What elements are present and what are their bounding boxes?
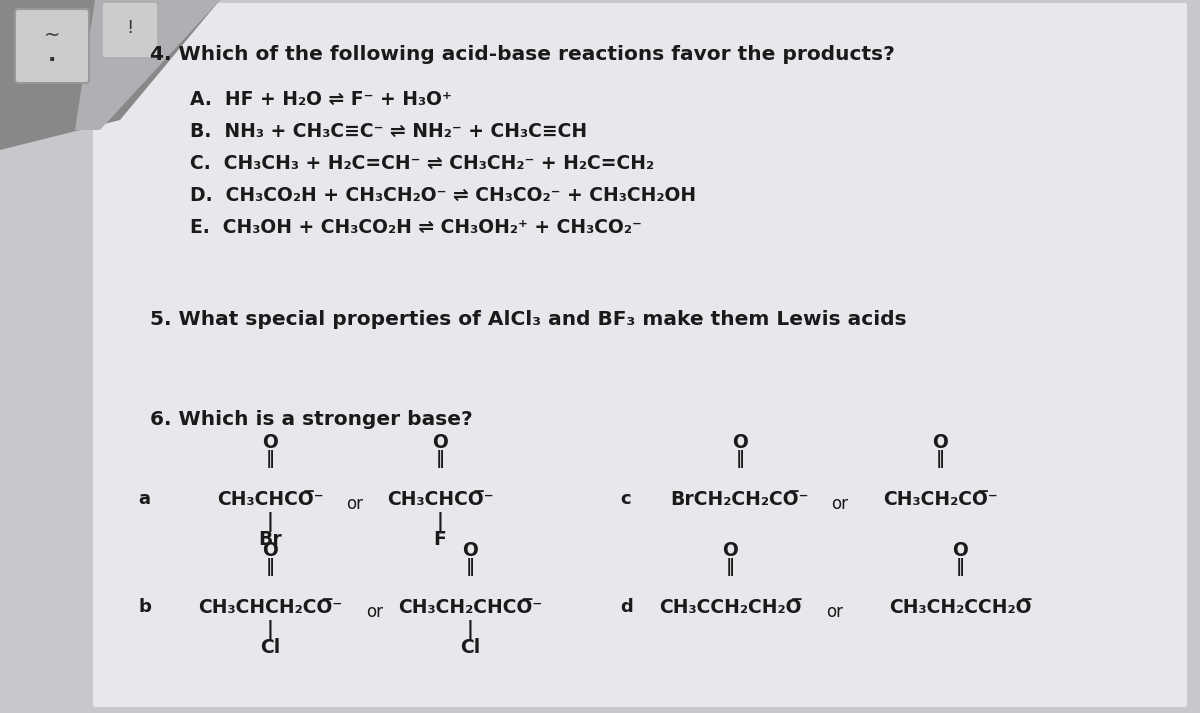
Text: ~: ~ [44, 26, 60, 44]
Text: CH₃CCH₂CH₂O̅: CH₃CCH₂CH₂O̅ [659, 598, 802, 617]
Text: O: O [952, 541, 968, 560]
Text: F: F [433, 530, 446, 549]
FancyBboxPatch shape [94, 3, 1187, 707]
Text: ‖: ‖ [265, 450, 275, 468]
Text: .: . [48, 45, 56, 65]
Text: O: O [262, 541, 278, 560]
Text: c: c [620, 490, 631, 508]
Text: CH₃CH₂CCH₂O̅: CH₃CH₂CCH₂O̅ [889, 598, 1031, 617]
Text: CH₃CHCH₂CO̅⁻: CH₃CHCH₂CO̅⁻ [198, 598, 342, 617]
Text: D.  CH₃CO₂H + CH₃CH₂O⁻ ⇌ CH₃CO₂⁻ + CH₃CH₂OH: D. CH₃CO₂H + CH₃CH₂O⁻ ⇌ CH₃CO₂⁻ + CH₃CH₂… [190, 186, 696, 205]
Text: ‖: ‖ [955, 558, 965, 576]
Text: ‖: ‖ [936, 450, 944, 468]
Text: B.  NH₃ + CH₃C≡C⁻ ⇌ NH₂⁻ + CH₃C≡CH: B. NH₃ + CH₃C≡C⁻ ⇌ NH₂⁻ + CH₃C≡CH [190, 122, 587, 141]
Text: O: O [732, 433, 748, 452]
Text: |: | [266, 512, 274, 532]
Text: |: | [266, 620, 274, 640]
Text: or: or [827, 603, 844, 621]
Text: Cl: Cl [460, 638, 480, 657]
FancyBboxPatch shape [102, 2, 158, 58]
Text: O: O [432, 433, 448, 452]
Text: O: O [262, 433, 278, 452]
Text: CH₃CHCO̅⁻: CH₃CHCO̅⁻ [217, 490, 323, 509]
Text: d: d [620, 598, 632, 616]
Text: ‖: ‖ [436, 450, 444, 468]
Text: 6. Which is a stronger base?: 6. Which is a stronger base? [150, 410, 473, 429]
FancyBboxPatch shape [14, 9, 89, 83]
Text: or: or [347, 495, 364, 513]
Text: |: | [437, 512, 444, 532]
Text: E.  CH₃OH + CH₃CO₂H ⇌ CH₃OH₂⁺ + CH₃CO₂⁻: E. CH₃OH + CH₃CO₂H ⇌ CH₃OH₂⁺ + CH₃CO₂⁻ [190, 218, 642, 237]
Text: ‖: ‖ [736, 450, 744, 468]
Text: b: b [138, 598, 151, 616]
Text: 4. Which of the following acid-base reactions favor the products?: 4. Which of the following acid-base reac… [150, 45, 895, 64]
Polygon shape [74, 0, 220, 130]
Text: O: O [462, 541, 478, 560]
Text: a: a [138, 490, 150, 508]
Text: C.  CH₃CH₃ + H₂C=CH⁻ ⇌ CH₃CH₂⁻ + H₂C=CH₂: C. CH₃CH₃ + H₂C=CH⁻ ⇌ CH₃CH₂⁻ + H₂C=CH₂ [190, 154, 654, 173]
Text: CH₃CH₂CO̅⁻: CH₃CH₂CO̅⁻ [883, 490, 997, 509]
Text: |: | [467, 620, 474, 640]
Text: ‖: ‖ [265, 558, 275, 576]
Text: BrCH₂CH₂CO̅⁻: BrCH₂CH₂CO̅⁻ [671, 490, 809, 509]
Text: !: ! [126, 19, 133, 37]
Text: CH₃CHCO̅⁻: CH₃CHCO̅⁻ [386, 490, 493, 509]
Text: or: or [832, 495, 848, 513]
Text: Cl: Cl [260, 638, 280, 657]
Text: O: O [722, 541, 738, 560]
Text: Br: Br [258, 530, 282, 549]
Text: or: or [366, 603, 384, 621]
Text: 5. What special properties of AlCl₃ and BF₃ make them Lewis acids: 5. What special properties of AlCl₃ and … [150, 310, 907, 329]
Text: A.  HF + H₂O ⇌ F⁻ + H₃O⁺: A. HF + H₂O ⇌ F⁻ + H₃O⁺ [190, 90, 452, 109]
Text: ‖: ‖ [466, 558, 474, 576]
Text: CH₃CH₂CHCO̅⁻: CH₃CH₂CHCO̅⁻ [398, 598, 542, 617]
Text: ‖: ‖ [726, 558, 734, 576]
Polygon shape [0, 0, 220, 150]
Text: O: O [932, 433, 948, 452]
